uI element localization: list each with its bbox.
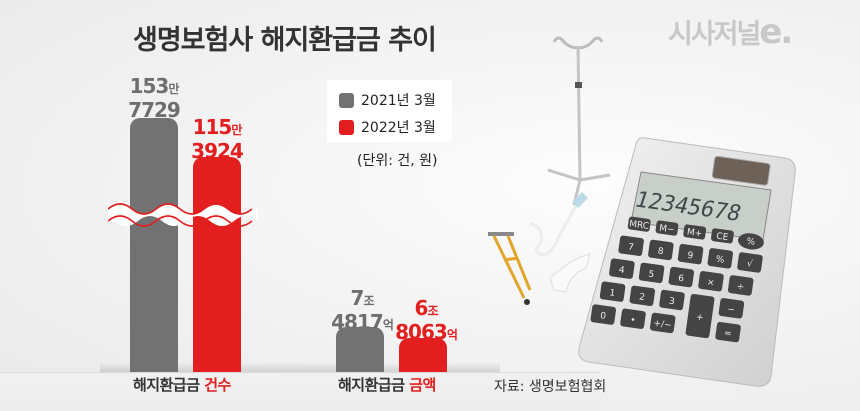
svg-text:M+: M+ <box>686 227 703 239</box>
publisher-logo: 시사저널e. <box>668 12 793 52</box>
svg-text:8: 8 <box>657 247 664 258</box>
svg-text:9: 9 <box>687 251 694 262</box>
svg-text:4: 4 <box>618 265 625 276</box>
svg-text:5: 5 <box>648 270 655 281</box>
logo-text: 시사저널 <box>668 19 761 50</box>
svg-text:×: × <box>706 278 715 289</box>
unit-note: (단위: 건, 원) <box>357 153 438 169</box>
svg-text:2: 2 <box>638 292 645 303</box>
svg-text:÷: ÷ <box>736 282 745 293</box>
legend-item-2021: 2021년 3월 <box>339 90 436 110</box>
chart-title: 생명보험사 해지환급금 추이 <box>133 25 437 56</box>
svg-text:+: + <box>695 313 704 324</box>
floor <box>0 372 600 411</box>
legend: 2021년 3월 2022년 3월 <box>327 80 452 142</box>
iv-stand-illustration <box>547 36 611 206</box>
value-label-2021-count: 153만 7729 <box>128 74 181 122</box>
medical-items-illustration <box>488 192 591 305</box>
svg-text:7: 7 <box>627 242 634 253</box>
svg-text:•: • <box>629 315 636 326</box>
svg-text:1: 1 <box>609 288 616 299</box>
value-label-2022-amount: 6조 8063억 <box>395 296 458 344</box>
svg-text:=: = <box>723 329 732 340</box>
value-label-2022-count: 115만 3924 <box>191 115 244 163</box>
source-note: 자료: 생명보험협회 <box>494 379 607 395</box>
x-label-amount: 해지환급금 금액 <box>338 376 436 394</box>
bar-2022-amount <box>399 338 447 372</box>
legend-item-2022: 2022년 3월 <box>339 117 436 137</box>
bar-2021-amount <box>336 327 384 372</box>
svg-text:√: √ <box>746 258 753 270</box>
svg-text:%: % <box>746 237 756 248</box>
svg-text:CE: CE <box>716 232 730 244</box>
svg-text:%: % <box>715 255 725 266</box>
bar-2022-count <box>193 157 241 372</box>
floor-shadow <box>100 362 500 372</box>
svg-text:6: 6 <box>677 274 684 285</box>
svg-text:0: 0 <box>599 311 606 322</box>
legend-swatch-red <box>339 119 354 135</box>
svg-text:−: − <box>727 305 736 316</box>
axis-break-wave <box>108 203 258 227</box>
svg-text:3: 3 <box>668 297 675 308</box>
legend-swatch-gray <box>339 92 354 108</box>
calculator-illustration: 12345678 MRC M− M+ CE% 7 8 9% √ 4 5 6 × ÷ 1 2 3+− 0 •… <box>578 137 796 387</box>
svg-text:MRC: MRC <box>628 219 649 232</box>
svg-text:+/−: +/− <box>653 319 672 331</box>
logo-suffix: e. <box>759 12 793 52</box>
bar-2021-count <box>130 118 178 372</box>
x-label-count: 해지환급금 건수 <box>133 376 231 394</box>
svg-text:M−: M− <box>658 224 675 236</box>
